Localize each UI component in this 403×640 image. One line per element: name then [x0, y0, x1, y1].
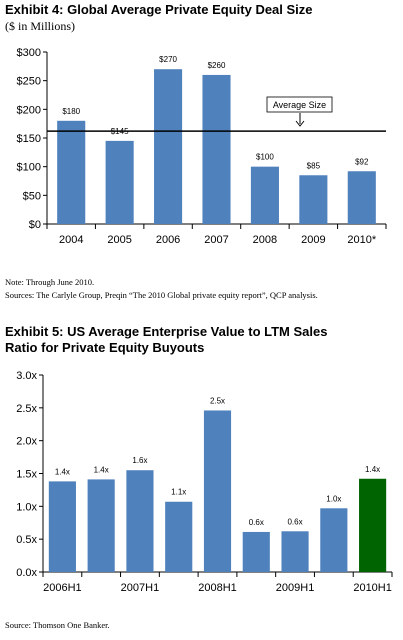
data-label: 1.4x — [55, 467, 70, 476]
bar — [281, 531, 309, 572]
y-tick-label: $250 — [17, 76, 41, 88]
data-label: 1.4x — [365, 465, 380, 474]
x-tick-label: 2007H1 — [121, 582, 160, 594]
bar — [48, 481, 76, 572]
exhibit5-title-line2: Ratio for Private Equity Buyouts — [5, 340, 205, 355]
x-tick-label: 2004 — [59, 234, 83, 246]
y-tick-label: $50 — [23, 190, 41, 202]
bar — [299, 175, 328, 224]
bar — [126, 470, 154, 572]
y-tick-label: 2.0x — [16, 436, 37, 448]
deal-size-chart: $180$145$270$260$100$85 $92 $0$50$100$150… — [17, 47, 387, 246]
x-tick-label: 2005 — [107, 234, 131, 246]
y-tick-label: $200 — [17, 104, 41, 116]
y-tick-label: 0.0x — [16, 567, 37, 579]
chart2-y-ticks: 0.0x 0.5x 1.0x 1.5x 2.0x 2.5x 3.0x — [16, 370, 37, 579]
chart2-data-labels: 1.4x 1.4x 1.6x 1.1x 2.5x 0.6x 0.6x 1.0x 1.4x — [55, 396, 380, 526]
data-label: $92 — [355, 157, 369, 166]
x-tick-label: 2008 — [253, 234, 277, 246]
x-tick-label: 2008H1 — [198, 582, 237, 594]
data-label: $100 — [256, 153, 274, 162]
bar — [202, 74, 231, 224]
data-label: $270 — [159, 55, 177, 64]
y-tick-label: 1.0x — [16, 501, 37, 513]
average-size-label: Average Size — [273, 100, 326, 110]
chart1-x-ticks: 2004 2005 2006 2007 2008 2009 2010* — [59, 234, 377, 246]
data-label: $85 — [307, 161, 321, 170]
exhibit5-source: Source: Thomson One Banker. — [5, 620, 110, 630]
x-tick-label: 2006H1 — [43, 582, 82, 594]
arrow-head-icon — [295, 120, 305, 127]
bar — [320, 508, 348, 572]
chart1-bars — [57, 69, 376, 224]
bar — [347, 171, 376, 224]
data-label: 1.1x — [171, 488, 186, 497]
data-label: 2.5x — [210, 396, 225, 405]
x-tick-label: 2009H1 — [276, 582, 315, 594]
chart2-x-ticks: 2006H1 2007H1 2008H1 2009H1 2010H1 — [43, 582, 392, 594]
data-label: 0.6x — [287, 517, 302, 526]
bar — [359, 478, 387, 572]
x-tick-label: 2007 — [204, 234, 228, 246]
y-tick-label: $0 — [29, 219, 41, 231]
x-tick-label: 2009 — [301, 234, 325, 246]
bar — [203, 410, 232, 572]
exhibit4-sources: Sources: The Carlyle Group, Preqin “The … — [5, 290, 318, 300]
exhibit5-title-line1: Exhibit 5: US Average Enterprise Value t… — [5, 324, 328, 339]
exhibit4-note: Note: Through June 2010. — [5, 277, 95, 287]
x-tick-label: 2010H1 — [353, 582, 392, 594]
bar — [105, 140, 134, 224]
exhibit4-subtitle: ($ in Millions) — [5, 19, 76, 33]
y-tick-label: 0.5x — [16, 534, 37, 546]
y-tick-label: 2.5x — [16, 403, 37, 415]
y-tick-label: $100 — [17, 162, 41, 174]
x-tick-label: 2006 — [156, 234, 180, 246]
exhibit4-title: Exhibit 4: Global Average Private Equity… — [5, 2, 313, 17]
x-tick-label: 2010* — [347, 234, 376, 246]
bar — [165, 501, 193, 572]
data-label: 1.6x — [132, 456, 147, 465]
chart1-y-ticks: $0 $50 $100 $150 $200 $250 $300 — [17, 47, 41, 231]
exhibit5-title: Exhibit 5: US Average Enterprise Value t… — [5, 324, 327, 356]
y-tick-label: $150 — [17, 133, 41, 145]
data-label: $180 — [62, 107, 80, 116]
bar — [242, 531, 270, 572]
bar — [57, 120, 86, 224]
data-label: 1.0x — [326, 494, 341, 503]
average-size-box — [266, 96, 333, 113]
average-size-annotation: Average Size — [47, 96, 386, 132]
bar — [87, 479, 115, 572]
bar — [250, 166, 279, 224]
ev-sales-chart: 1.4x 1.4x 1.6x 1.1x 2.5x 0.6x 0.6x 1.0x 1.4x 0.0… — [16, 370, 393, 594]
data-label: 1.4x — [94, 465, 109, 474]
data-label: $260 — [208, 61, 226, 70]
data-label: 0.6x — [249, 518, 264, 527]
bar — [154, 69, 183, 224]
y-tick-label: 3.0x — [16, 370, 37, 382]
y-tick-label: $300 — [17, 47, 41, 59]
chart2-bars — [48, 410, 387, 572]
y-tick-label: 1.5x — [16, 469, 37, 481]
